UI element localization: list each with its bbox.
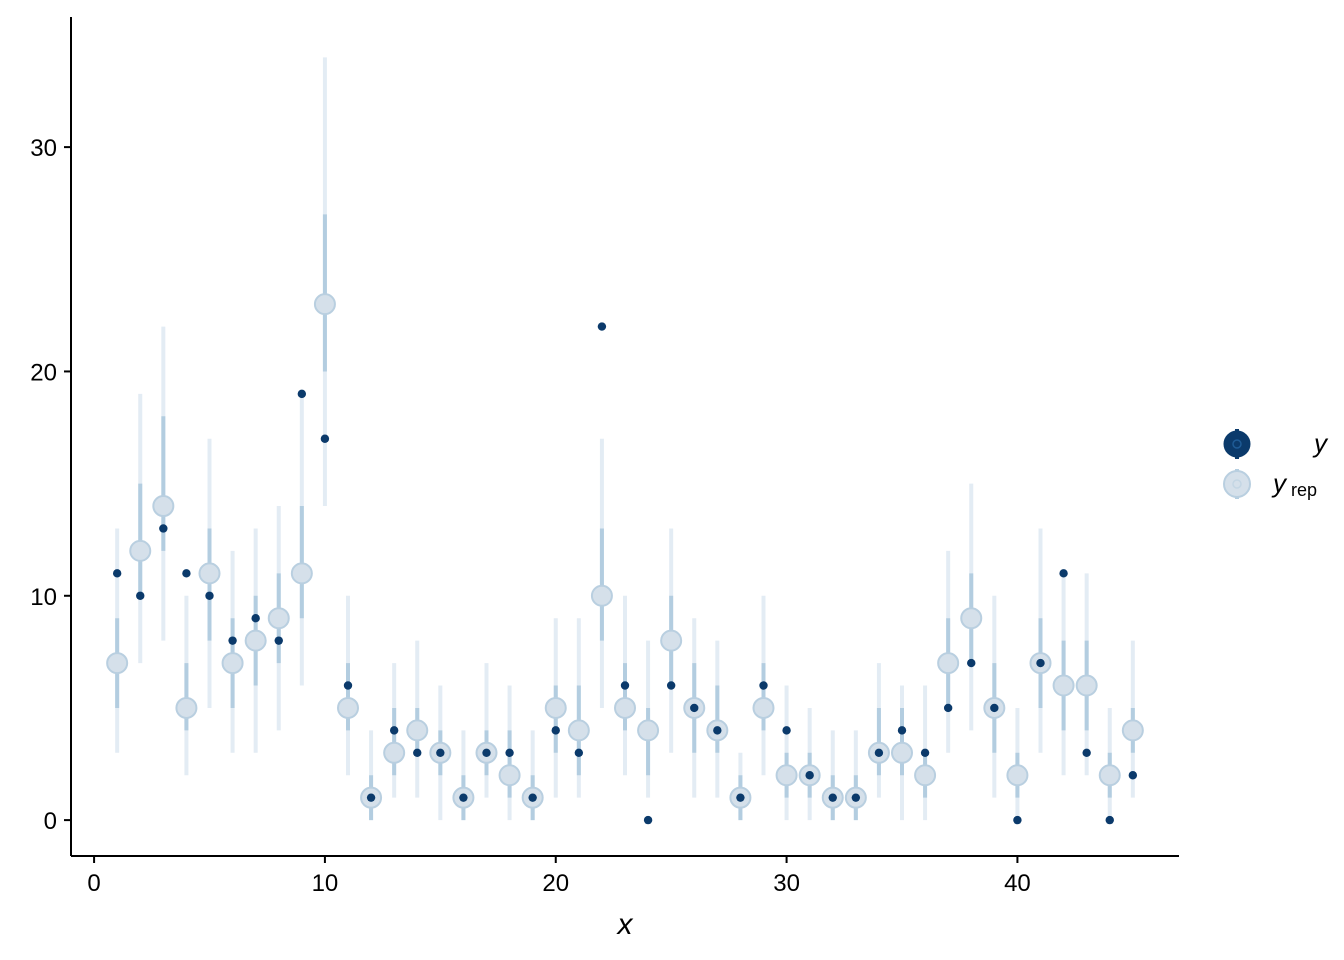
legend-key-yrep	[1223, 470, 1251, 498]
y-point	[713, 726, 722, 735]
legend: y y rep	[1223, 428, 1329, 500]
yrep-point	[267, 607, 290, 630]
yrep-point	[406, 719, 429, 742]
yrep-point	[960, 607, 983, 630]
x-axis-title: x	[616, 908, 634, 941]
y-point	[274, 636, 283, 645]
y-point	[782, 726, 791, 735]
y-tick-label: 10	[30, 584, 57, 611]
y-point	[874, 748, 884, 758]
y-point	[366, 793, 376, 802]
yrep-point	[1075, 674, 1098, 697]
yrep-point	[1121, 719, 1144, 742]
y-point	[413, 748, 422, 758]
yrep-point	[590, 584, 613, 607]
y-point	[251, 614, 260, 623]
y-point	[990, 703, 999, 713]
y-point	[505, 748, 514, 758]
y-point	[967, 658, 976, 668]
yrep-point	[891, 741, 913, 764]
yrep-point	[1006, 764, 1029, 787]
yrep-point	[106, 652, 129, 675]
y-point	[1013, 815, 1022, 825]
yrep-point	[567, 719, 590, 742]
x-tick-label: 0	[87, 870, 100, 897]
y-point	[897, 726, 907, 735]
y-point	[759, 681, 768, 690]
legend-key-y	[1223, 430, 1251, 458]
yrep-point	[383, 741, 406, 764]
x-axis-ticks: 0 10 20 30 40	[87, 856, 1031, 897]
yrep-point	[175, 696, 198, 719]
y-point	[297, 389, 307, 399]
yrep-point	[937, 652, 960, 675]
y-point	[620, 681, 630, 690]
x-tick-label: 10	[312, 870, 339, 897]
yrep-point	[313, 293, 336, 316]
y-point	[1128, 771, 1138, 780]
y-tick-label: 0	[44, 808, 57, 835]
y-point	[1059, 569, 1068, 578]
legend-item-y: y	[1223, 428, 1329, 459]
y-point	[182, 569, 191, 578]
yrep-point	[129, 539, 152, 562]
y-axis-ticks: 0 10 20 30	[30, 135, 71, 835]
yrep-point	[1052, 674, 1075, 697]
y-point	[690, 703, 699, 713]
yrep-point	[1098, 764, 1121, 787]
yrep-point	[752, 696, 775, 719]
yrep-point	[544, 696, 567, 719]
x-tick-label: 30	[773, 870, 800, 897]
x-tick-label: 40	[1004, 870, 1031, 897]
y-tick-label: 30	[30, 135, 57, 162]
y-point	[805, 771, 814, 780]
yrep-point	[337, 696, 359, 719]
yrep-point	[637, 719, 660, 742]
legend-label-y: y	[1312, 428, 1329, 458]
y-point	[1036, 658, 1045, 668]
y-point	[828, 793, 837, 802]
yrep-point	[221, 652, 244, 675]
yrep-point	[498, 764, 521, 787]
y-point	[643, 815, 653, 825]
y-point	[482, 748, 491, 758]
yrep-point	[914, 764, 937, 787]
y-point	[574, 748, 584, 758]
x-tick-label: 20	[542, 870, 569, 897]
legend-label-yrep-subscript: rep	[1291, 480, 1317, 500]
y-point	[159, 524, 168, 533]
y-point	[320, 434, 330, 443]
y-point	[736, 793, 745, 802]
y-point	[343, 681, 353, 690]
legend-label-yrep: y	[1271, 468, 1288, 498]
y-point	[228, 636, 237, 645]
yrep-point	[775, 764, 798, 787]
yrep-point	[290, 562, 313, 585]
yrep-point	[244, 629, 267, 652]
y-point	[436, 748, 445, 758]
y-point	[459, 793, 468, 802]
y-point	[528, 793, 537, 802]
y-point	[136, 591, 145, 600]
y-point	[666, 681, 676, 690]
y-point	[112, 569, 122, 578]
legend-item-yrep: y rep	[1223, 468, 1317, 500]
y-point	[389, 726, 399, 735]
y-point	[597, 322, 607, 331]
y-point	[551, 726, 560, 735]
yrep-point	[198, 562, 221, 585]
yrep-point	[152, 495, 175, 518]
y-point	[943, 703, 953, 713]
y-point	[1082, 748, 1091, 758]
y-point	[920, 748, 930, 758]
yrep-point	[614, 696, 636, 719]
y-point	[205, 591, 214, 600]
y-point-layer	[112, 322, 1138, 825]
y-point	[1105, 815, 1114, 825]
yrep-point	[660, 629, 683, 652]
y-point	[851, 793, 861, 802]
y-tick-label: 20	[30, 359, 57, 386]
